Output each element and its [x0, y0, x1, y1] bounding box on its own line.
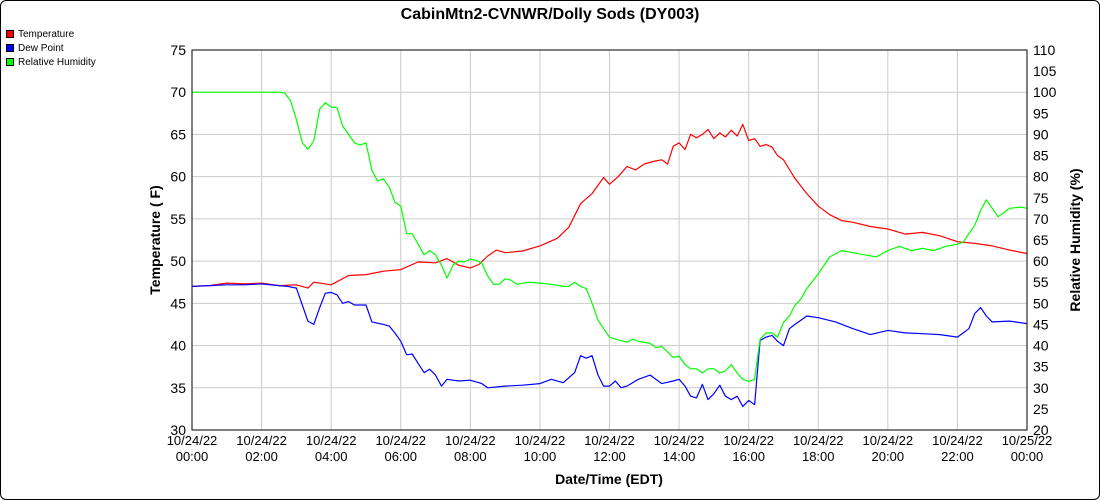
x-tick-date: 10/24/22	[236, 433, 287, 448]
x-tick-date: 10/24/22	[654, 433, 705, 448]
y-tick-label: 35	[170, 380, 186, 396]
y2-tick-label: 105	[1033, 63, 1057, 79]
x-tick-time: 14:00	[663, 449, 696, 464]
x-tick-date: 10/24/22	[515, 433, 566, 448]
x-tick-time: 10:00	[524, 449, 557, 464]
y-tick-label: 60	[170, 169, 186, 185]
y-tick-label: 45	[170, 295, 186, 311]
grid	[192, 50, 1027, 430]
y2-tick-label: 55	[1033, 274, 1049, 290]
x-tick-time: 08:00	[454, 449, 487, 464]
plot-area	[191, 49, 1028, 431]
legend-label-dew-point: Dew Point	[18, 42, 64, 54]
x-tick-time: 06:00	[384, 449, 417, 464]
y-axis-label: Temperature ( F)	[147, 185, 163, 294]
y2-tick-label: 20	[1033, 422, 1049, 438]
y-tick-label: 75	[170, 42, 186, 58]
x-tick-time: 04:00	[315, 449, 348, 464]
y-tick-label: 30	[170, 422, 186, 438]
legend-label-temperature: Temperature	[18, 28, 75, 40]
x-axis-label: Date/Time (EDT)	[555, 471, 663, 487]
series-line-relative-humidity	[192, 91, 1028, 382]
x-tick-date: 10/24/22	[167, 433, 218, 448]
legend-swatch-relative-humidity	[6, 58, 14, 66]
y2-axis-label: Relative Humidity (%)	[1067, 168, 1083, 311]
x-tick-date: 10/24/22	[306, 433, 357, 448]
y2-tick-label: 80	[1033, 169, 1049, 185]
legend-item-relative-humidity: Relative Humidity	[6, 55, 96, 69]
y2-tick-label: 95	[1033, 105, 1049, 121]
ticks: 30 35 40 45 50 55 60 65 70 75 20 25 30 35 40 45 50 55 60 65…	[167, 42, 1057, 464]
series-line-dew-point	[191, 283, 1028, 407]
x-tick-date: 10/24/22	[793, 433, 844, 448]
x-tick-date: 10/24/22	[584, 433, 635, 448]
x-tick-time: 02:00	[245, 449, 278, 464]
y2-tick-label: 60	[1033, 253, 1049, 269]
y2-tick-label: 45	[1033, 316, 1049, 332]
y2-tick-label: 70	[1033, 211, 1049, 227]
y-tick-label: 65	[170, 126, 186, 142]
x-tick-date: 10/24/22	[375, 433, 426, 448]
legend-swatch-temperature	[6, 30, 14, 38]
x-tick-date: 10/24/22	[932, 433, 983, 448]
y2-tick-label: 30	[1033, 380, 1049, 396]
series-line-temperature	[191, 123, 1028, 289]
x-tick-date: 10/24/22	[723, 433, 774, 448]
x-tick-time: 00:00	[176, 449, 209, 464]
legend-label-relative-humidity: Relative Humidity	[18, 56, 96, 68]
legend-item-dew-point: Dew Point	[6, 41, 96, 55]
y2-tick-label: 25	[1033, 401, 1049, 417]
x-tick-time: 20:00	[872, 449, 905, 464]
y-tick-label: 70	[170, 84, 186, 100]
y2-tick-label: 90	[1033, 126, 1049, 142]
y2-tick-label: 65	[1033, 232, 1049, 248]
y-tick-label: 55	[170, 211, 186, 227]
x-tick-time: 16:00	[732, 449, 765, 464]
chart-title: CabinMtn2-CVNWR/Dolly Sods (DY003)	[401, 6, 700, 23]
y2-tick-label: 110	[1033, 42, 1056, 58]
x-tick-date: 10/25/22	[1002, 433, 1053, 448]
x-tick-date: 10/24/22	[445, 433, 496, 448]
y2-tick-label: 35	[1033, 359, 1049, 375]
y-tick-label: 50	[170, 253, 186, 269]
y2-tick-label: 100	[1033, 84, 1057, 100]
legend-swatch-dew-point	[6, 44, 14, 52]
x-tick-time: 18:00	[802, 449, 835, 464]
y-tick-label: 40	[170, 338, 186, 354]
y2-tick-label: 50	[1033, 295, 1049, 311]
x-tick-time: 00:00	[1011, 449, 1044, 464]
series-lines	[191, 91, 1028, 407]
x-tick-time: 12:00	[593, 449, 626, 464]
x-tick-time: 22:00	[941, 449, 974, 464]
y2-tick-label: 40	[1033, 338, 1049, 354]
legend-item-temperature: Temperature	[6, 27, 96, 41]
y2-tick-label: 75	[1033, 190, 1049, 206]
x-tick-date: 10/24/22	[863, 433, 914, 448]
legend: Temperature Dew Point Relative Humidity	[6, 27, 96, 69]
y2-tick-label: 85	[1033, 148, 1049, 164]
